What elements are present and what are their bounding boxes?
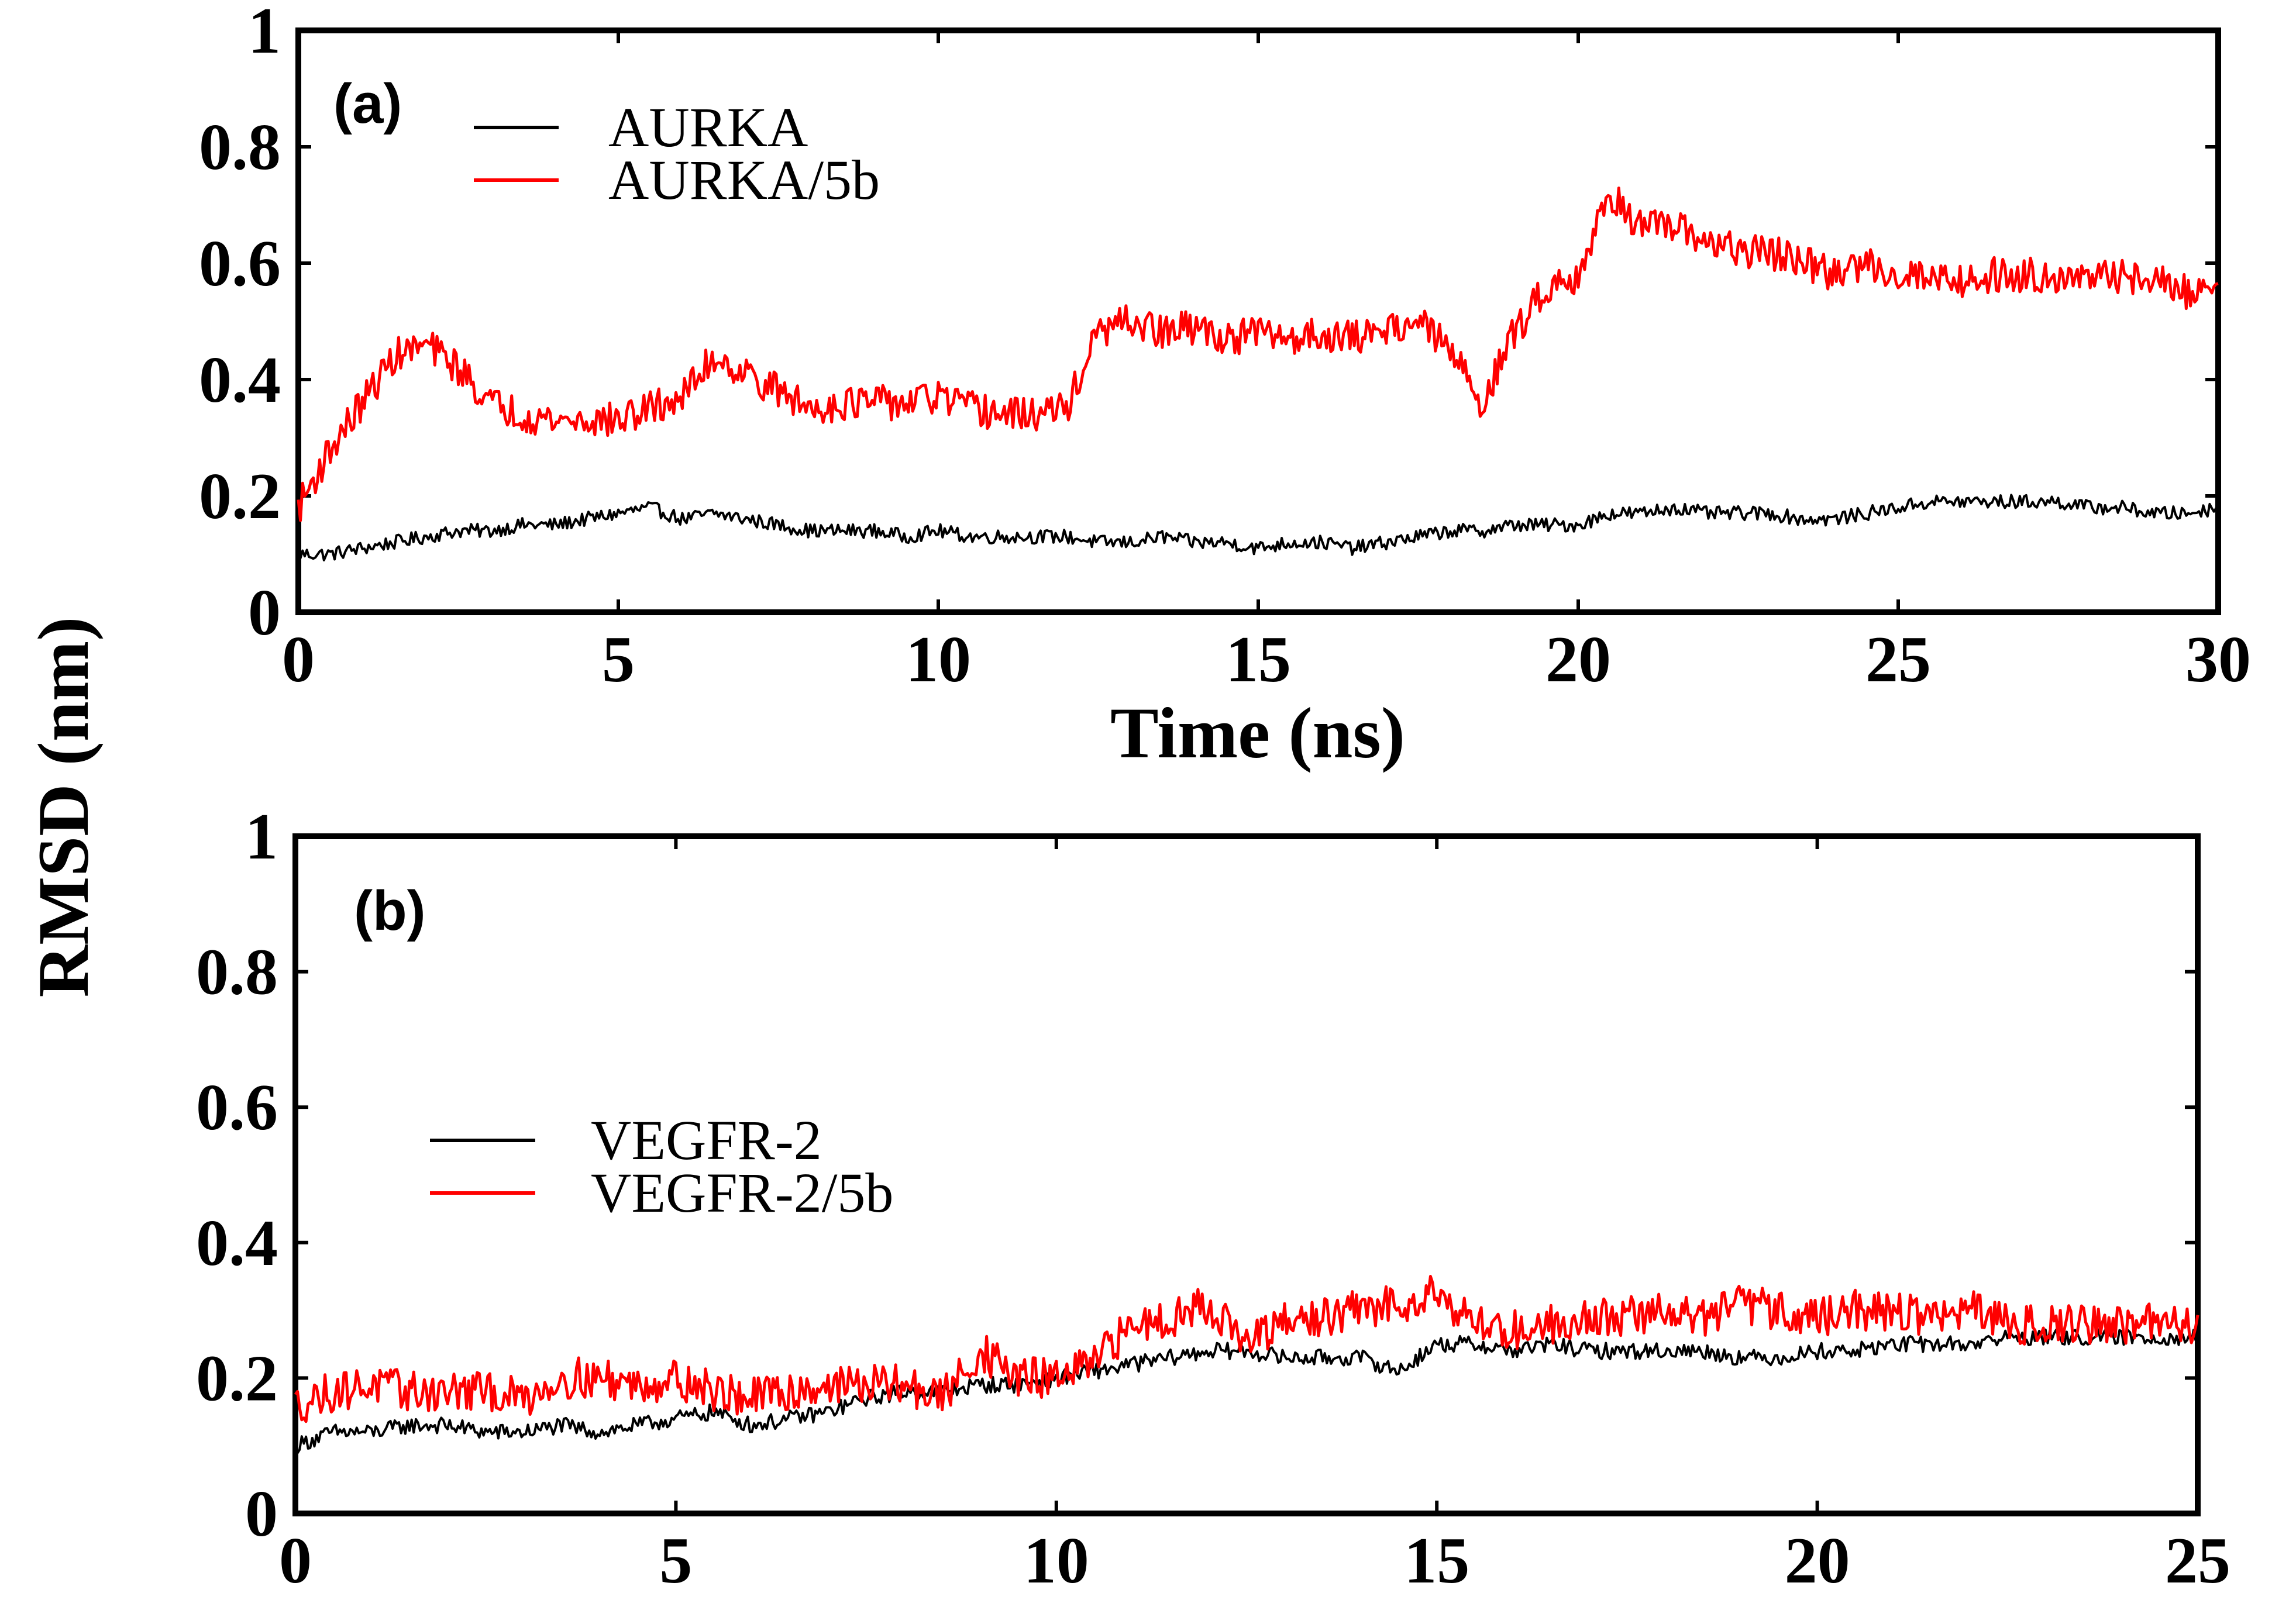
y-tick-label: 1 [248,0,281,67]
panel-b: 0 5 10 15 20 25 0 0.2 0.4 0.6 0.8 1 (b) VEGFR-2 VEG… [196,801,2230,1597]
x-tick-label: 10 [906,623,971,696]
x-tick-label: 30 [2185,623,2251,696]
x-tick-label: 15 [1404,1525,1469,1597]
legend-label-aurka: AURKA [608,96,808,158]
panel-b-label: (b) [354,880,426,942]
y-tick-label: 0.2 [199,460,281,533]
y-tick-label: 0.8 [199,111,281,184]
y-tick-label: 0.6 [196,1071,278,1144]
y-tick-label: 0.4 [196,1207,278,1280]
y-tick-label: 1 [245,801,278,873]
panel-b-legend: VEGFR-2 VEGFR-2/5b [430,1109,893,1224]
y-tick-label: 0 [248,577,281,649]
legend-label-aurka-5b: AURKA/5b [608,149,880,211]
legend-label-vegfr2-5b: VEGFR-2/5b [591,1161,893,1224]
x-tick-label: 10 [1024,1525,1089,1597]
y-tick-label: 0.2 [196,1342,278,1415]
shared-y-axis-title: RMSD (nm) [23,617,104,998]
x-tick-label: 20 [1545,623,1611,696]
legend-label-vegfr2: VEGFR-2 [591,1109,822,1171]
panel-a-series-group [297,187,2219,561]
panel-b-plot-frame [292,833,2201,1516]
panel-b-series-group [294,1275,2199,1454]
x-tick-label: 25 [2165,1525,2230,1597]
x-tick-label: 15 [1226,623,1291,696]
x-tick-label: 5 [659,1525,692,1597]
x-tick-label: 5 [602,623,635,696]
panel-a-legend: AURKA AURKA/5b [474,96,880,211]
y-tick-label: 0.6 [199,227,281,300]
y-tick-label: 0.4 [199,344,281,416]
panel-a-label: (a) [333,73,402,135]
y-tick-label: 0.8 [196,936,278,1009]
series-line-vegfr-2 [294,1328,2199,1454]
panel-a-x-axis-title: Time (ns) [1110,693,1405,773]
panel-b-ticks: 0 5 10 15 20 25 0 0.2 0.4 0.6 0.8 1 [196,801,2230,1597]
series-line-aurka [297,494,2219,561]
x-tick-label: 0 [279,1525,312,1597]
series-line-vegfr-2-5b [294,1275,2199,1423]
x-tick-label: 25 [1865,623,1931,696]
y-tick-label: 0 [245,1478,278,1550]
x-tick-label: 0 [282,623,315,696]
series-line-aurka-5b [297,187,2219,522]
panel-a: 0 5 10 15 20 25 30 0 0.2 0.4 0.6 0.8 1 (a) AURKA AUR… [199,0,2251,773]
panel-a-ticks: 0 5 10 15 20 25 30 0 0.2 0.4 0.6 0.8 1 [199,0,2251,696]
x-tick-label: 20 [1785,1525,1850,1597]
